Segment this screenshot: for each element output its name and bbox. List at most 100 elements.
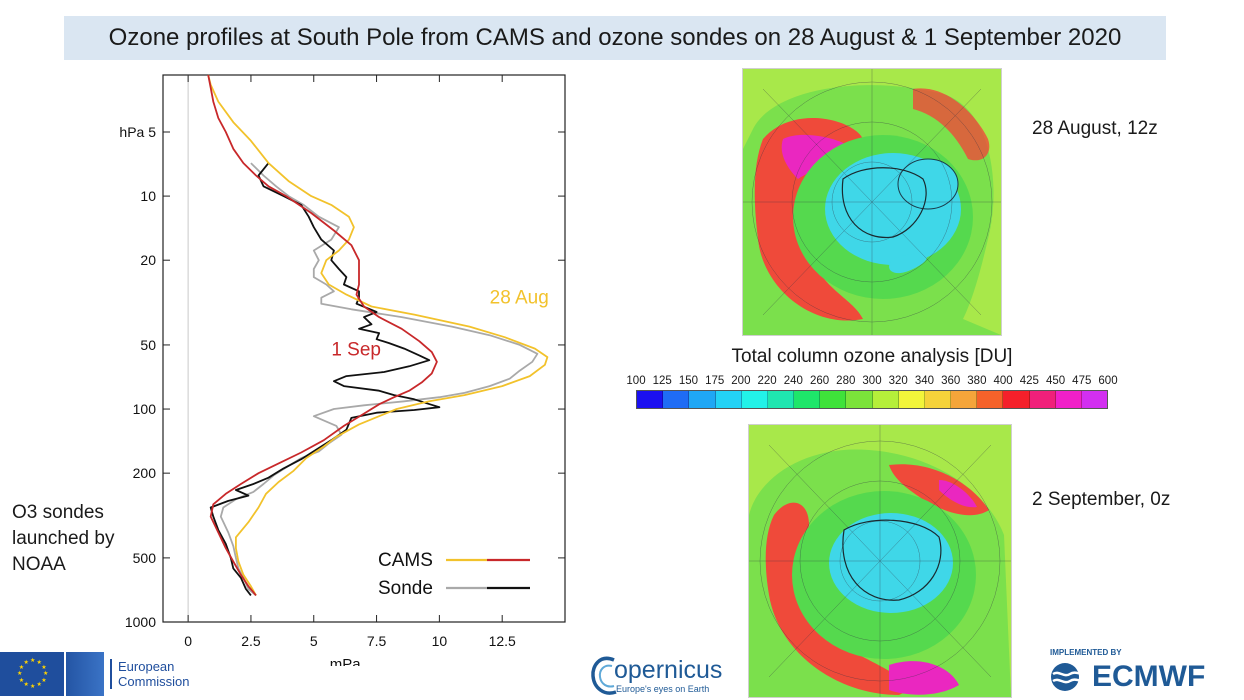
ec-logo-line-2: Commission (118, 674, 190, 689)
ecmwf-name: ECMWF (1092, 660, 1206, 693)
plot-frame (162, 74, 566, 623)
eu-star-icon: ★ (30, 684, 36, 690)
ecmwf-wave-icon (1051, 663, 1087, 691)
colorbar-tick-label: 240 (783, 375, 803, 387)
ecmwf-logo: IMPLEMENTED BY ECMWF (1048, 648, 1238, 696)
colorbar-swatch (637, 391, 664, 408)
y-tick-label: 1000 (125, 614, 156, 630)
colorbar-swatch (898, 391, 925, 408)
sonde-note-line-2: launched by (12, 528, 115, 549)
legend-label: Sonde (378, 578, 433, 599)
x-axis-label: mPa (330, 656, 362, 666)
colorbar-swatch (663, 391, 690, 408)
colorbar-tick-label: 320 (888, 375, 908, 387)
eu-star-icon: ★ (36, 659, 42, 666)
european-commission-logo: ★ ★ ★ ★ ★ ★ ★ ★ ★ ★ ★ ★ European Commission (0, 650, 200, 698)
y-tick-label: hPa 5 (119, 124, 156, 140)
profile-line (207, 74, 549, 596)
colorbar-tick-label: 100 (626, 375, 646, 387)
colorbar-tick-label: 175 (705, 375, 725, 387)
colorbar-swatch (767, 391, 795, 408)
eu-star-icon: ★ (41, 677, 47, 684)
y-tick-label: 50 (140, 337, 156, 353)
eu-star-icon: ★ (23, 682, 29, 689)
x-tick-label: 12.5 (489, 633, 516, 649)
colorbar-tick-label: 600 (1098, 375, 1118, 387)
copernicus-name: opernicus (614, 656, 723, 684)
colorbar-swatch (1003, 391, 1030, 408)
y-tick-label: 100 (133, 401, 157, 417)
commission-building-icon (66, 652, 104, 696)
colorbar-swatch (794, 391, 821, 408)
colorbar-swatch (741, 391, 768, 408)
ozone-map-2-sep-graphic (749, 425, 1011, 697)
ec-logo-text: European Commission (110, 659, 190, 689)
x-tick-label: 10 (432, 633, 448, 649)
y-tick-label: 20 (140, 252, 156, 268)
eu-star-icon: ★ (18, 677, 25, 684)
y-tick-label: 500 (133, 550, 157, 566)
y-tick-label: 200 (133, 465, 157, 481)
x-tick-label: 7.5 (367, 633, 387, 649)
colorbar-tick-label: 450 (1045, 375, 1066, 387)
eu-flag-icon: ★ ★ ★ ★ ★ ★ ★ ★ ★ ★ ★ ★ (0, 652, 64, 696)
y-tick-label: 10 (140, 188, 156, 204)
slide-title: Ozone profiles at South Pole from CAMS a… (108, 24, 1122, 51)
eu-star-icon: ★ (18, 664, 25, 671)
copernicus-c-icon (591, 656, 617, 695)
ozone-map-2-sep (748, 424, 1012, 698)
colorbar-swatch (924, 391, 952, 408)
ozone-map-28-aug (742, 68, 1002, 336)
eu-star-icon: ★ (23, 659, 29, 666)
colorbar-tick-labels: 100 125 150 175 200 220 240 260 280 300 320 340 360 3… (624, 375, 1120, 389)
colorbar-tick-label: 425 (1019, 375, 1039, 387)
profile-line (207, 74, 438, 596)
eu-star-icon: ★ (43, 671, 49, 677)
copernicus-tagline: Europe's eyes on Earth (616, 684, 710, 694)
colorbar-tick-label: 200 (731, 375, 751, 387)
eu-star-icon: ★ (41, 664, 47, 671)
colorbar-tick-label: 475 (1072, 375, 1092, 387)
x-tick-label: 5 (310, 633, 318, 649)
sonde-note-line-3: NOAA (12, 554, 66, 575)
colorbar-swatch (977, 391, 1004, 408)
profile-line (209, 162, 441, 596)
colorbar-swatch (846, 391, 873, 408)
colorbar-tick-label: 260 (809, 375, 830, 387)
colorbar-swatch (1081, 391, 1108, 408)
colorbar-title: Total column ozone analysis [DU] (731, 346, 1013, 367)
map-label-28-aug: 28 August, 12z (1032, 118, 1158, 139)
colorbar-tick-label: 150 (678, 375, 699, 387)
colorbar-swatch (1055, 391, 1082, 408)
annotation-label: 1 Sep (331, 339, 381, 360)
colorbar-tick-label: 125 (652, 375, 672, 387)
ozone-map-28-aug-graphic (743, 69, 1001, 335)
colorbar-tick-label: 300 (862, 375, 882, 387)
colorbar-tick-label: 340 (914, 375, 935, 387)
x-tick-label: 0 (184, 633, 192, 649)
colorbar-swatch (951, 391, 978, 408)
profile-line (219, 162, 539, 597)
legend-label: CAMS (378, 550, 433, 571)
ecmwf-implemented-by: IMPLEMENTED BY (1050, 648, 1122, 657)
map-label-2-sep: 2 September, 0z (1032, 489, 1171, 510)
copernicus-logo: opernicus Europe's eyes on Earth (590, 650, 723, 698)
colorbar-tick-label: 220 (757, 375, 777, 387)
colorbar-tick-label: 280 (836, 375, 856, 387)
eu-star-icon: ★ (36, 682, 42, 689)
colorbar-tick-label: 360 (941, 375, 961, 387)
eu-star-icon: ★ (17, 671, 23, 677)
colorbar (636, 390, 1108, 409)
sonde-note: O3 sondes launched by NOAA (12, 500, 114, 578)
slide-title-banner: Ozone profiles at South Pole from CAMS a… (64, 16, 1166, 60)
x-tick-label: 2.5 (241, 633, 261, 649)
eu-star-icon: ★ (30, 658, 36, 664)
sonde-note-line-1: O3 sondes (12, 502, 104, 523)
colorbar-tick-label: 380 (967, 375, 987, 387)
colorbar-swatch (689, 391, 716, 408)
colorbar-tick-label: 400 (993, 375, 1013, 387)
colorbar-swatch (820, 391, 847, 408)
ec-logo-line-1: European (118, 659, 175, 674)
colorbar-swatch (1029, 391, 1056, 408)
colorbar-swatch (715, 391, 742, 408)
